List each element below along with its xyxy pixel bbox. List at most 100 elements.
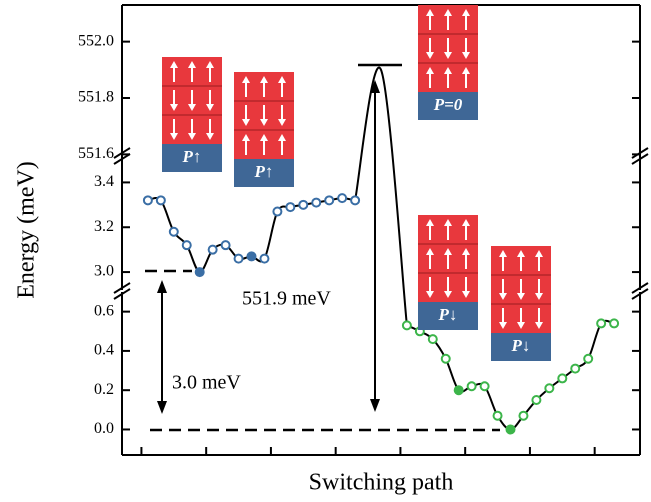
inset-arrow-head — [426, 291, 434, 298]
data-point — [609, 318, 620, 329]
inset-arrow-head — [426, 67, 434, 74]
inset-arrow-head — [462, 9, 470, 16]
inset-arrow-head — [462, 248, 470, 255]
inset-arrow-head — [499, 250, 507, 257]
data-point — [583, 353, 594, 364]
inset: P↑ — [234, 72, 294, 187]
inset-label: P↓ — [438, 305, 458, 324]
inset: P↑ — [162, 57, 222, 172]
data-point — [155, 195, 166, 206]
inset-label: P=0 — [433, 95, 463, 114]
inset-arrow-head — [170, 133, 178, 140]
curve — [354, 66, 408, 326]
inset-arrow-head — [188, 61, 196, 68]
data-point — [298, 199, 309, 210]
x-axis-label: Switching path — [309, 470, 454, 496]
data-point — [531, 395, 542, 406]
data-point — [557, 373, 568, 384]
inset-arrow-head — [170, 61, 178, 68]
inset-arrow-head — [188, 104, 196, 111]
y-tick-label: 0.4 — [94, 342, 114, 359]
data-point — [142, 195, 153, 206]
data-point — [324, 195, 335, 206]
inset-arrow-head — [188, 133, 196, 140]
inset-arrow-head — [462, 67, 470, 74]
axis-break — [113, 153, 131, 165]
inset-arrow-head — [242, 134, 250, 141]
inset-label: P↑ — [182, 147, 202, 166]
y-tick-label: 551.8 — [78, 89, 114, 106]
inset: P↓ — [491, 246, 551, 361]
inset-arrow-head — [444, 248, 452, 255]
data-point — [259, 253, 270, 264]
data-point — [181, 240, 192, 251]
inset-arrow-head — [426, 52, 434, 59]
data-point — [220, 240, 231, 251]
data-point — [492, 410, 503, 421]
inset-arrow-head — [535, 322, 543, 329]
y-tick-label: 0.0 — [94, 420, 114, 437]
annotation: 551.9 meV — [242, 288, 331, 310]
inset-arrow-head — [278, 134, 286, 141]
data-point — [272, 206, 283, 217]
inset-arrow-head — [444, 219, 452, 226]
data-point — [194, 267, 205, 278]
y-tick-label: 0.6 — [94, 302, 114, 319]
data-point — [570, 363, 581, 374]
axis-break — [113, 282, 131, 294]
y-tick-label: 3.0 — [94, 263, 114, 280]
data-point — [337, 193, 348, 204]
data-point — [596, 318, 607, 329]
y-tick-label: 0.2 — [94, 381, 114, 398]
inset-substrate — [162, 144, 222, 172]
data-point — [401, 320, 412, 331]
data-point — [440, 353, 451, 364]
inset-arrow-head — [242, 76, 250, 83]
inset-arrow-head — [517, 293, 525, 300]
inset-arrow-head — [260, 119, 268, 126]
inset-arrow-head — [444, 52, 452, 59]
inset-arrow-head — [499, 293, 507, 300]
y-tick-label: 3.2 — [94, 218, 114, 235]
data-point — [505, 424, 516, 435]
inset-arrow-head — [517, 322, 525, 329]
inset-arrow-head — [260, 134, 268, 141]
arrows — [145, 63, 500, 432]
inset-arrow-head — [444, 291, 452, 298]
data-point — [479, 381, 490, 392]
axis-break — [631, 147, 649, 159]
data-point — [453, 385, 464, 396]
inset-arrow-head — [426, 248, 434, 255]
inset-arrow-head — [278, 76, 286, 83]
inset-arrow-head — [426, 219, 434, 226]
inset-arrow-head — [444, 67, 452, 74]
data-point — [168, 226, 179, 237]
inset-arrow-head — [517, 250, 525, 257]
inset-arrow-head — [535, 250, 543, 257]
data-point — [233, 253, 244, 264]
arrow-heads — [157, 80, 380, 414]
inset-arrow-head — [426, 9, 434, 16]
inset-arrow-head — [260, 76, 268, 83]
axis-break — [113, 288, 131, 300]
axis-break — [631, 288, 649, 300]
inset-label: P↑ — [254, 162, 274, 181]
inset-arrow-head — [499, 322, 507, 329]
inset-arrow-head — [462, 52, 470, 59]
annotation: 3.0 meV — [172, 372, 241, 394]
inset-arrow-head — [462, 291, 470, 298]
inset-arrow-head — [462, 219, 470, 226]
y-axis-label: Energy (meV) — [14, 161, 40, 299]
inset-substrate — [234, 159, 294, 187]
data-point — [466, 381, 477, 392]
data-point — [427, 334, 438, 345]
y-tick-label: 551.6 — [78, 145, 114, 162]
axis-break — [113, 147, 131, 159]
inset-arrow-head — [206, 104, 214, 111]
inset-arrow-head — [278, 119, 286, 126]
inset: P=0 — [418, 5, 478, 120]
axis-break — [631, 282, 649, 294]
inset: P↓ — [418, 215, 478, 330]
